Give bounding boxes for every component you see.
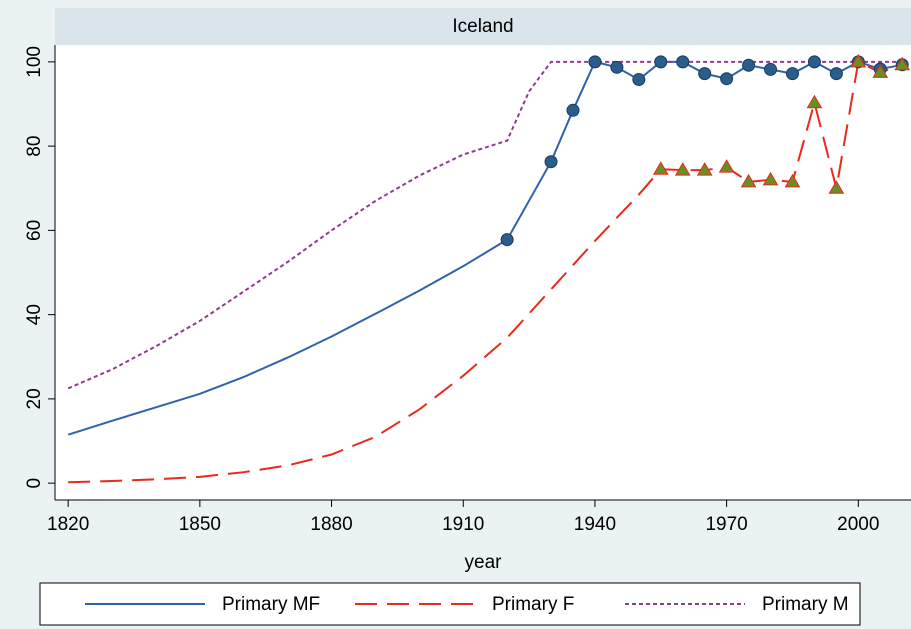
point xyxy=(674,162,691,176)
point xyxy=(676,55,690,69)
point xyxy=(828,180,845,194)
x-tick-label: 1850 xyxy=(179,514,221,535)
series-line xyxy=(68,60,903,484)
point xyxy=(500,233,514,247)
y-tick-label: 40 xyxy=(24,304,45,325)
x-tick-label: 1910 xyxy=(442,514,484,535)
legend-label: Primary MF xyxy=(222,594,320,615)
point xyxy=(610,60,624,74)
point xyxy=(720,72,734,86)
point xyxy=(718,159,735,173)
chart-title: Iceland xyxy=(452,16,513,37)
point xyxy=(829,67,843,81)
point xyxy=(872,64,889,78)
legend-label: Primary M xyxy=(762,594,849,615)
point xyxy=(588,55,602,69)
point xyxy=(894,56,911,71)
point xyxy=(850,53,867,68)
x-tick-label: 1880 xyxy=(310,514,352,535)
point xyxy=(696,162,713,176)
point xyxy=(652,161,669,175)
x-tick-label: 1820 xyxy=(47,514,89,535)
y-tick-label: 20 xyxy=(24,388,45,409)
point xyxy=(784,173,801,188)
y-tick-label: 0 xyxy=(24,478,45,489)
point xyxy=(698,67,712,81)
point xyxy=(764,62,778,76)
point xyxy=(654,55,668,69)
x-tick-label: 1940 xyxy=(574,514,616,535)
x-tick-label: 1970 xyxy=(705,514,747,535)
point xyxy=(544,155,558,169)
y-tick-label: 80 xyxy=(24,136,45,157)
point xyxy=(807,55,821,69)
y-tick-label: 100 xyxy=(24,46,45,78)
x-tick-label: 2000 xyxy=(837,514,879,535)
point xyxy=(806,94,823,109)
panel-header xyxy=(55,8,911,45)
y-tick-label: 60 xyxy=(24,220,45,241)
point xyxy=(762,171,779,186)
point xyxy=(632,73,646,87)
series-line xyxy=(67,60,903,436)
x-axis-label: year xyxy=(465,552,503,573)
legend-label: Primary F xyxy=(492,594,574,615)
point xyxy=(740,173,757,188)
point xyxy=(785,67,799,81)
point xyxy=(566,103,580,117)
series-line xyxy=(67,60,903,390)
point xyxy=(742,58,756,72)
plot-area xyxy=(55,45,911,500)
